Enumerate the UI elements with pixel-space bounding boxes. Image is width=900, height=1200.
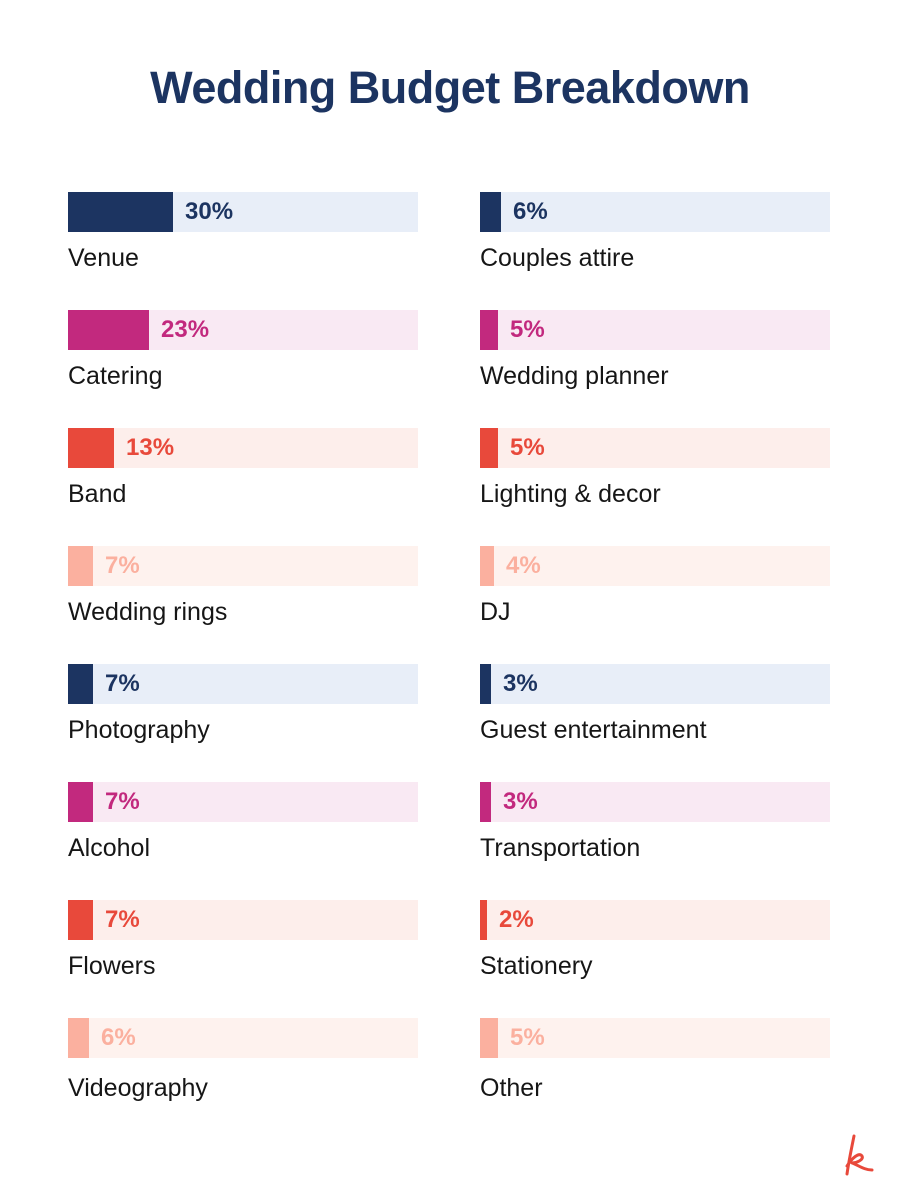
bar-value-label: 7%: [105, 788, 140, 815]
bar-value-label: 7%: [105, 906, 140, 933]
bar-fill: [68, 664, 93, 704]
bar-value-label: 6%: [101, 1024, 136, 1051]
bar-item-photography: 7% Photography: [68, 664, 418, 774]
chart-title: Wedding Budget Breakdown: [150, 62, 750, 113]
bar-item-lighting-and-decor: 5% Lighting & decor: [480, 428, 830, 538]
bar-fill: [480, 782, 491, 822]
bar-fill: [68, 310, 149, 350]
bar-track: 2%: [480, 900, 830, 940]
bar-item-wedding-rings: 7% Wedding rings: [68, 546, 418, 656]
bar-track: 5%: [480, 310, 830, 350]
bar-fill: [68, 782, 93, 822]
bar-value-label: 3%: [503, 788, 538, 815]
bar-item-transportation: 3% Transportation: [480, 782, 830, 892]
bar-category-label: Lighting & decor: [480, 480, 661, 508]
bar-value-label: 2%: [499, 906, 534, 933]
bar-category-label: Wedding planner: [480, 362, 669, 390]
bar-fill: [480, 192, 501, 232]
bar-value-label: 13%: [126, 434, 175, 461]
bar-fill: [480, 310, 498, 350]
bar-category-label: Videography: [68, 1074, 208, 1102]
bar-track: 3%: [480, 782, 830, 822]
bar-track: 30%: [68, 192, 418, 232]
bar-item-alcohol: 7% Alcohol: [68, 782, 418, 892]
bar-fill: [68, 1018, 89, 1058]
bar-category-label: Couples attire: [480, 244, 635, 272]
bar-track: 3%: [480, 664, 830, 704]
bar-fill: [480, 664, 491, 704]
bar-value-label: 7%: [105, 552, 140, 579]
k-letter-logo-icon: [845, 1134, 874, 1176]
bar-category-label: DJ: [480, 598, 511, 626]
bar-track: 6%: [480, 192, 830, 232]
bar-track: 7%: [68, 782, 418, 822]
bar-track: 23%: [68, 310, 418, 350]
bar-value-label: 5%: [510, 1024, 545, 1051]
bar-fill: [68, 546, 93, 586]
bar-fill: [68, 428, 114, 468]
bar-track: 5%: [480, 428, 830, 468]
bar-track: 6%: [68, 1018, 418, 1058]
bar-fill: [480, 428, 498, 468]
bar-category-label: Transportation: [480, 834, 641, 862]
bar-fill: [68, 192, 173, 232]
bar-category-label: Alcohol: [68, 834, 150, 862]
bar-value-label: 5%: [510, 434, 545, 461]
bar-category-label: Other: [480, 1074, 543, 1102]
bar-track: 7%: [68, 900, 418, 940]
bar-category-label: Photography: [68, 716, 210, 744]
bar-value-label: 4%: [506, 552, 541, 579]
bar-item-wedding-planner: 5% Wedding planner: [480, 310, 830, 420]
bar-item-other: 5% Other: [480, 1018, 830, 1128]
bar-track: 13%: [68, 428, 418, 468]
bar-fill: [68, 900, 93, 940]
bar-category-label: Stationery: [480, 952, 593, 980]
bar-value-label: 5%: [510, 316, 545, 343]
bar-item-dj: 4% DJ: [480, 546, 830, 656]
bar-track: 4%: [480, 546, 830, 586]
bar-category-label: Wedding rings: [68, 598, 228, 626]
bar-track: 7%: [68, 664, 418, 704]
bar-category-label: Band: [68, 480, 127, 508]
bar-item-flowers: 7% Flowers: [68, 900, 418, 1010]
bar-category-label: Catering: [68, 362, 163, 390]
bar-item-band: 13% Band: [68, 428, 418, 538]
bar-track: 5%: [480, 1018, 830, 1058]
bar-fill: [480, 546, 494, 586]
bar-item-stationery: 2% Stationery: [480, 900, 830, 1010]
bar-value-label: 3%: [503, 670, 538, 697]
bar-category-label: Venue: [68, 244, 139, 272]
bar-fill: [480, 900, 487, 940]
bar-item-guest-entertainment: 3% Guest entertainment: [480, 664, 830, 774]
bar-item-couples-attire: 6% Couples attire: [480, 192, 830, 302]
bar-track: 7%: [68, 546, 418, 586]
bar-category-label: Flowers: [68, 952, 156, 980]
bar-value-label: 30%: [185, 198, 234, 225]
bar-item-catering: 23% Catering: [68, 310, 418, 420]
bar-value-label: 23%: [161, 316, 210, 343]
bar-fill: [480, 1018, 498, 1058]
bar-value-label: 6%: [513, 198, 548, 225]
bar-value-label: 7%: [105, 670, 140, 697]
bar-item-venue: 30% Venue: [68, 192, 418, 302]
bar-item-videography: 6% Videography: [68, 1018, 418, 1128]
bar-category-label: Guest entertainment: [480, 716, 707, 744]
